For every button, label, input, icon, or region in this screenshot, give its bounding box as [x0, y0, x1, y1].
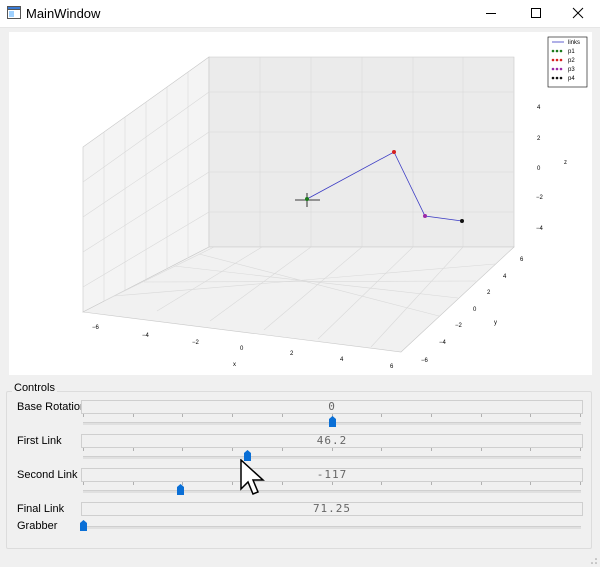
- svg-text:−6: −6: [92, 325, 100, 331]
- final-link-label: Final Link: [17, 503, 65, 515]
- svg-text:−4: −4: [142, 333, 150, 339]
- p1-point: [305, 197, 309, 201]
- legend: links p1 p2 p3 p4: [547, 36, 588, 88]
- svg-text:2: 2: [487, 290, 491, 296]
- legend-links-label: links: [568, 40, 580, 46]
- close-button[interactable]: [556, 0, 600, 27]
- first-link-label: First Link: [17, 435, 62, 447]
- p4-point: [460, 219, 464, 223]
- slider-handle[interactable]: [244, 450, 252, 461]
- slider-handle[interactable]: [177, 484, 185, 495]
- y-tick-labels: −6 −4 −2 0 2 4 6: [421, 257, 524, 364]
- svg-text:0: 0: [537, 166, 541, 172]
- base-rotation-slider[interactable]: [83, 414, 581, 432]
- first-link-lcd: 46.2: [81, 434, 583, 448]
- floor-pane: [82, 246, 515, 353]
- back-pane: [208, 56, 515, 248]
- svg-text:2: 2: [290, 351, 294, 357]
- slider-ticks: [83, 448, 581, 451]
- svg-text:−2: −2: [536, 195, 544, 201]
- x-axis-label: x: [233, 362, 236, 368]
- svg-text:0: 0: [240, 346, 244, 352]
- svg-text:−6: −6: [421, 358, 429, 364]
- maximize-icon: [531, 8, 541, 18]
- controls-border: [6, 391, 592, 549]
- first-link-slider[interactable]: [83, 448, 581, 466]
- svg-text:4: 4: [537, 105, 541, 111]
- slider-ticks: [83, 414, 581, 417]
- minimize-button[interactable]: [469, 0, 513, 27]
- legend-p4-swatch: [551, 76, 563, 80]
- app-window-icon: [7, 6, 21, 19]
- svg-text:−2: −2: [455, 323, 463, 329]
- legend-p3-label: p3: [568, 67, 575, 73]
- svg-text:6: 6: [390, 364, 394, 370]
- mouse-cursor-icon: [240, 459, 265, 495]
- plot-canvas[interactable]: −6 −4 −2 0 2 4 6 x −6 −4 −2 0 2 4 6 y −4…: [9, 32, 592, 375]
- svg-text:−2: −2: [192, 340, 200, 346]
- second-link-slider[interactable]: [83, 482, 581, 500]
- slider-groove: [83, 456, 581, 459]
- second-link-label: Second Link: [17, 469, 78, 481]
- window-title: MainWindow: [26, 6, 101, 21]
- slider-groove: [83, 526, 581, 529]
- legend-p4-label: p4: [568, 76, 575, 82]
- z-axis-label: z: [564, 160, 567, 166]
- p3-point: [423, 214, 427, 218]
- second-link-lcd: -117: [81, 468, 583, 482]
- svg-text:−4: −4: [536, 226, 544, 232]
- svg-text:0: 0: [473, 307, 477, 313]
- grid-lines: [82, 57, 514, 348]
- svg-text:4: 4: [503, 274, 507, 280]
- legend-p1-label: p1: [568, 49, 575, 55]
- p2-point: [392, 150, 396, 154]
- y-axis-label: y: [494, 320, 497, 326]
- svg-text:−4: −4: [439, 340, 447, 346]
- base-rotation-label: Base Rotation: [17, 401, 87, 413]
- grabber-slider[interactable]: [80, 518, 581, 536]
- slider-handle[interactable]: [329, 416, 336, 427]
- links-line: [306, 151, 463, 222]
- legend-p3-swatch: [551, 67, 563, 71]
- resize-grip-icon[interactable]: [590, 557, 598, 565]
- close-icon: [572, 7, 584, 19]
- base-rotation-lcd: 0: [81, 400, 583, 414]
- slider-handle[interactable]: [80, 520, 87, 531]
- x-tick-labels: −6 −4 −2 0 2 4 6: [92, 325, 394, 370]
- slider-ticks: [83, 482, 581, 485]
- legend-p2-label: p2: [568, 58, 575, 64]
- slider-groove: [83, 490, 581, 493]
- svg-text:6: 6: [520, 257, 524, 263]
- z-tick-labels: −4 −2 0 2 4: [536, 105, 544, 232]
- grabber-label: Grabber: [17, 520, 58, 532]
- maximize-button[interactable]: [513, 0, 557, 27]
- plot-svg: −6 −4 −2 0 2 4 6 x −6 −4 −2 0 2 4 6 y −4…: [82, 36, 588, 370]
- controls-groupbox: Controls Base Rotation 0 First Link 46.2…: [6, 382, 592, 563]
- controls-title: Controls: [12, 382, 57, 394]
- final-link-lcd: 71.25: [81, 502, 583, 516]
- minimize-icon: [486, 13, 496, 14]
- svg-text:2: 2: [537, 136, 541, 142]
- legend-p2-swatch: [551, 58, 563, 62]
- title-bar: MainWindow: [0, 0, 600, 28]
- legend-p1-swatch: [551, 49, 563, 53]
- svg-text:4: 4: [340, 357, 344, 363]
